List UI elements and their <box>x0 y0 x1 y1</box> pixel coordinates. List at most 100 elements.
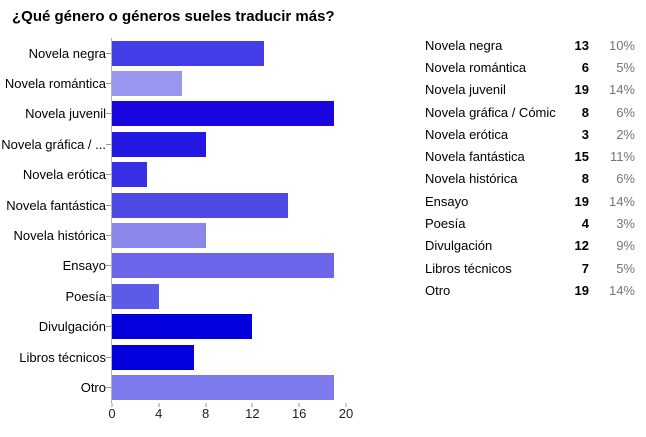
y-axis-line <box>111 38 112 403</box>
category-axis-label: Poesía <box>65 288 106 304</box>
x-tick-label: 0 <box>108 405 116 421</box>
value-bar <box>112 131 206 157</box>
chart-and-legend: Novela negra Novela romántica Novela juven… <box>0 38 646 421</box>
legend-category-label: Novela erótica <box>425 126 509 142</box>
chart-row: Poesía <box>0 281 347 311</box>
legend-row: Novela histórica 8 6% <box>425 168 635 190</box>
legend-category-label: Novela gráfica / Cómic <box>425 104 556 120</box>
chart-row: Novela romántica <box>0 68 347 98</box>
category-axis-label: Novela negra <box>28 45 106 61</box>
legend-percent-value: 14% <box>608 282 635 298</box>
x-tick-mark <box>298 402 300 407</box>
bar-track <box>112 192 346 218</box>
category-axis-label: Ensayo <box>62 258 106 274</box>
bar-chart-rows: Novela negra Novela romántica Novela juven… <box>0 38 347 403</box>
category-axis-label: Novela erótica <box>22 167 106 183</box>
category-tick-mark <box>106 143 111 145</box>
chart-row: Novela negra <box>0 38 347 68</box>
x-tick-mark <box>251 402 253 407</box>
legend-percent-value: 10% <box>608 37 635 53</box>
legend-count-value: 12 <box>574 238 589 254</box>
legend-category-label: Novela histórica <box>425 171 518 187</box>
legend-category-label: Otro <box>425 282 451 298</box>
category-tick-mark <box>106 235 111 237</box>
value-bar <box>112 374 335 400</box>
value-bar <box>112 223 206 249</box>
legend-percent-value: 6% <box>616 171 635 187</box>
legend-percent-value: 3% <box>616 216 635 232</box>
chart-title: ¿Qué género o géneros sueles traducir má… <box>12 8 335 25</box>
bar-track <box>112 162 346 188</box>
category-axis-label: Otro <box>80 379 106 395</box>
chart-row: Novela erótica <box>0 160 347 190</box>
category-axis-label: Libros técnicos <box>19 349 106 365</box>
x-tick-mark <box>158 402 160 407</box>
category-tick-mark <box>106 326 111 328</box>
category-tick-mark <box>106 295 111 297</box>
legend-percent-value: 14% <box>608 193 635 209</box>
legend-category-label: Novela romántica <box>425 59 527 75</box>
chart-row: Novela gráfica / ... <box>0 129 347 159</box>
chart-row: Novela fantástica <box>0 190 347 220</box>
legend-count-value: 3 <box>581 126 589 142</box>
legend-count-value: 13 <box>574 37 589 53</box>
value-bar <box>112 101 335 127</box>
bar-track <box>112 374 346 400</box>
legend-row: Ensayo 19 14% <box>425 190 635 212</box>
category-axis-label: Novela histórica <box>13 228 107 244</box>
value-bar <box>112 192 288 218</box>
legend-row: Otro 19 14% <box>425 279 635 301</box>
chart-row: Novela juvenil <box>0 99 347 129</box>
legend-category-label: Novela negra <box>425 37 503 53</box>
legend-count-value: 6 <box>581 59 589 75</box>
category-tick-mark <box>106 356 111 358</box>
legend-category-label: Novela fantástica <box>425 149 525 165</box>
legend-row: Novela juvenil 19 14% <box>425 79 635 101</box>
bar-track <box>112 40 346 66</box>
x-tick-label: 16 <box>291 405 307 421</box>
legend-category-label: Ensayo <box>425 193 469 209</box>
legend-count-value: 4 <box>581 216 589 232</box>
x-tick-label: 8 <box>201 405 210 421</box>
category-tick-mark <box>106 386 111 388</box>
legend-row: Novela negra 13 10% <box>425 34 635 56</box>
legend-count-value: 15 <box>574 149 589 165</box>
bar-track <box>112 344 346 370</box>
value-bar <box>112 314 253 340</box>
legend-count-value: 19 <box>574 193 589 209</box>
category-tick-mark <box>106 83 111 85</box>
value-bar <box>112 344 194 370</box>
value-bar <box>112 71 183 97</box>
value-bar <box>112 162 148 188</box>
category-axis-label: Novela romántica <box>4 76 106 92</box>
legend-count-value: 19 <box>574 282 589 298</box>
x-tick-label: 20 <box>338 405 354 421</box>
legend-percent-value: 5% <box>616 59 635 75</box>
category-axis-label: Novela gráfica / ... <box>1 136 106 152</box>
bar-track <box>112 314 346 340</box>
x-tick-mark <box>111 402 113 407</box>
legend-percent-value: 2% <box>616 126 635 142</box>
chart-row: Ensayo <box>0 251 347 281</box>
legend-count-value: 19 <box>574 82 589 98</box>
legend-row: Divulgación 12 9% <box>425 235 635 257</box>
bar-track <box>112 101 346 127</box>
legend-percent-value: 5% <box>616 260 635 276</box>
category-axis-label: Novela juvenil <box>25 106 106 122</box>
chart-row: Otro <box>0 372 347 402</box>
x-axis: 0 4 8 12 16 20 <box>108 402 353 421</box>
legend-percent-value: 14% <box>608 82 635 98</box>
legend-percent-value: 6% <box>616 104 635 120</box>
legend-table: Novela negra 13 10% Novela romántica 6 5% Nove… <box>425 34 635 421</box>
value-bar <box>112 283 159 309</box>
legend-count-value: 8 <box>581 171 589 187</box>
x-tick-mark <box>345 402 347 407</box>
legend-percent-value: 9% <box>616 238 635 254</box>
x-tick-label: 4 <box>155 405 163 421</box>
bar-track <box>112 223 346 249</box>
category-tick-mark <box>106 265 111 267</box>
legend-row: Novela gráfica / Cómic 8 6% <box>425 101 635 123</box>
category-axis-label: Novela fantástica <box>6 197 106 213</box>
x-tick-label: 12 <box>245 405 260 421</box>
category-tick-mark <box>106 113 111 115</box>
